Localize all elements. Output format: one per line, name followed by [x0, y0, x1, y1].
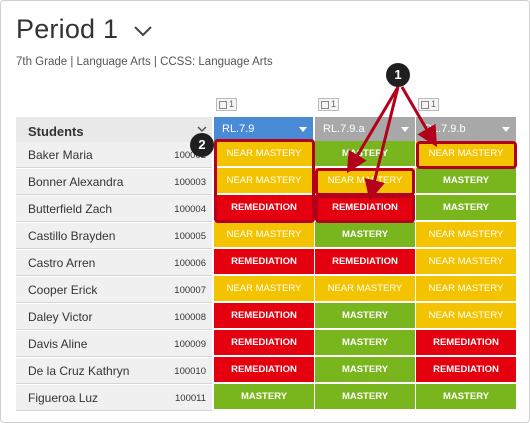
column-header-rl-7-9-a[interactable]: RL.7.9.a [315, 117, 415, 141]
student-row[interactable]: Baker Maria 100002 [16, 142, 212, 168]
student-name: Baker Maria [28, 148, 93, 162]
score-cell[interactable]: REMEDIATION [214, 195, 315, 221]
page-header: Period 1 [16, 14, 154, 45]
score-cell[interactable]: REMEDIATION [416, 330, 517, 356]
students-header-label: Students [28, 124, 84, 139]
caret-down-icon[interactable] [502, 127, 510, 132]
student-name: De la Cruz Kathryn [28, 364, 130, 378]
student-id: 100004 [174, 204, 206, 215]
score-cell[interactable]: NEAR MASTERY [214, 276, 315, 302]
student-name: Castillo Brayden [28, 229, 116, 243]
student-id: 100006 [174, 258, 206, 269]
caret-down-icon[interactable] [299, 127, 307, 132]
student-id: 100009 [174, 339, 206, 350]
student-id: 100003 [174, 177, 206, 188]
student-id: 100010 [174, 366, 206, 377]
score-cell[interactable]: REMEDIATION [214, 330, 315, 356]
score-cell[interactable]: REMEDIATION [315, 249, 416, 275]
score-cell[interactable]: MASTERY [315, 384, 416, 410]
column-header-rl-7-9[interactable]: RL.7.9 [214, 117, 313, 141]
score-cell[interactable]: MASTERY [315, 357, 416, 383]
page-title: Period 1 [16, 14, 119, 44]
highlight-box [416, 141, 517, 169]
score-cell[interactable]: REMEDIATION [214, 357, 315, 383]
student-name: Castro Arren [28, 256, 96, 270]
score-cell[interactable]: NEAR MASTERY [416, 222, 517, 248]
score-cell[interactable]: REMEDIATION [214, 249, 315, 275]
score-cell[interactable]: MASTERY [315, 222, 416, 248]
student-id: 100002 [174, 150, 206, 161]
student-row[interactable]: Castro Arren 100006 [16, 250, 212, 276]
chevron-down-icon[interactable] [132, 20, 154, 42]
student-row[interactable]: Figueroa Luz 100011 [16, 385, 212, 411]
count-badge: 1 [318, 98, 340, 111]
score-cell[interactable]: NEAR MASTERY [416, 276, 517, 302]
score-cell[interactable]: REMEDIATION [416, 357, 517, 383]
score-cell[interactable]: MASTERY [416, 384, 517, 410]
score-cell[interactable]: MASTERY [315, 330, 416, 356]
highlight-box [214, 139, 315, 223]
score-cell[interactable]: NEAR MASTERY [416, 249, 517, 275]
callout-marker: 1 [386, 63, 410, 87]
student-name: Daley Victor [28, 310, 93, 324]
score-cell[interactable]: MASTERY [214, 384, 315, 410]
student-row[interactable]: Daley Victor 100008 [16, 304, 212, 330]
score-cell[interactable]: MASTERY [315, 303, 416, 329]
student-row[interactable]: Cooper Erick 100007 [16, 277, 212, 303]
student-name: Davis Aline [28, 337, 88, 351]
student-row[interactable]: Castillo Brayden 100005 [16, 223, 212, 249]
score-cell[interactable]: MASTERY [416, 168, 517, 194]
caret-down-icon[interactable] [401, 127, 409, 132]
student-id: 100005 [174, 231, 206, 242]
score-cell[interactable]: NEAR MASTERY [315, 276, 416, 302]
callout-marker: 2 [190, 133, 214, 157]
student-name: Cooper Erick [28, 283, 98, 297]
count-badge: 1 [418, 98, 440, 111]
student-id: 100008 [174, 312, 206, 323]
student-row[interactable]: Davis Aline 100009 [16, 331, 212, 357]
student-row[interactable]: Butterfield Zach 100004 [16, 196, 212, 222]
score-cell[interactable]: NEAR MASTERY [214, 222, 315, 248]
student-row[interactable]: Bonner Alexandra 100003 [16, 169, 212, 195]
score-cell[interactable]: MASTERY [416, 195, 517, 221]
student-name: Figueroa Luz [28, 391, 99, 405]
score-cell[interactable]: REMEDIATION [214, 303, 315, 329]
student-row[interactable]: De la Cruz Kathryn 100010 [16, 358, 212, 384]
chevron-down-icon[interactable] [196, 123, 208, 135]
column-label: RL.7.9 [222, 123, 255, 135]
score-cell[interactable]: NEAR MASTERY [214, 168, 315, 194]
count-badge: 1 [216, 98, 238, 111]
students-column-header[interactable]: Students [16, 117, 212, 144]
student-id: 100011 [175, 393, 206, 404]
score-cell[interactable]: NEAR MASTERY [416, 303, 517, 329]
student-name: Butterfield Zach [28, 202, 113, 216]
student-id: 100007 [174, 285, 206, 296]
page-subtitle: 7th Grade | Language Arts | CCSS: Langua… [16, 56, 273, 68]
column-label: RL.7.9.a [323, 123, 365, 135]
student-name: Bonner Alexandra [28, 175, 124, 189]
